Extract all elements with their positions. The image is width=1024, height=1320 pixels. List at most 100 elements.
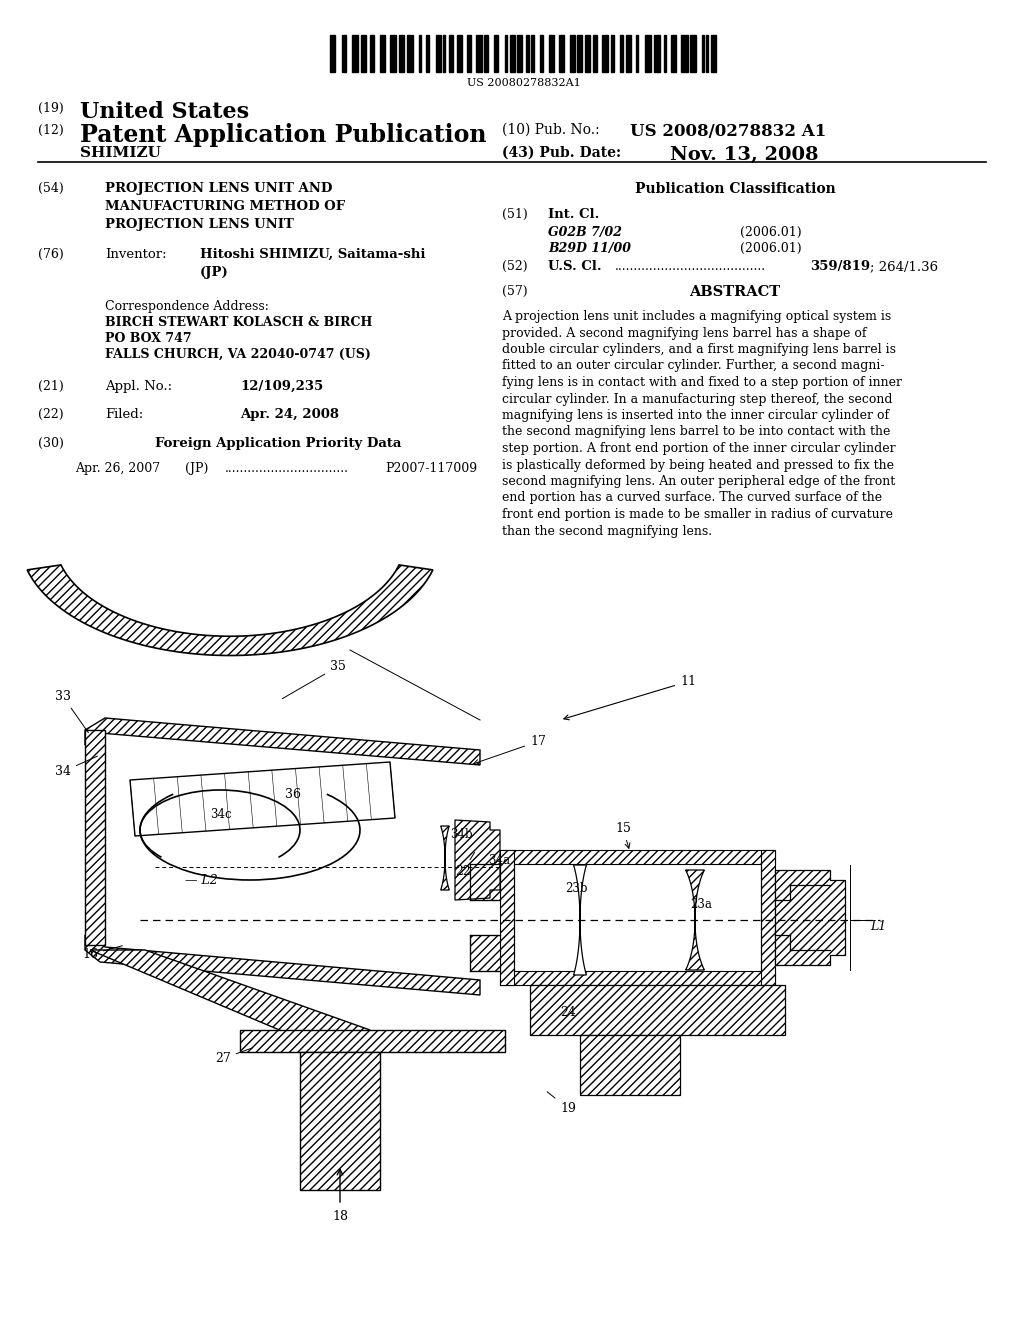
Bar — [495, 36, 499, 73]
Polygon shape — [455, 820, 500, 900]
Text: Foreign Application Priority Data: Foreign Application Priority Data — [155, 437, 401, 450]
Text: L1: L1 — [870, 920, 886, 933]
Text: (10) Pub. No.:: (10) Pub. No.: — [502, 123, 600, 137]
Text: 359/819: 359/819 — [810, 260, 870, 273]
Bar — [549, 36, 554, 73]
Bar — [426, 36, 429, 73]
Text: Filed:: Filed: — [105, 408, 143, 421]
Text: (2006.01): (2006.01) — [740, 226, 802, 239]
Text: 18: 18 — [332, 1210, 348, 1224]
Text: 27: 27 — [215, 1048, 252, 1065]
Text: front end portion is made to be smaller in radius of curvature: front end portion is made to be smaller … — [502, 508, 893, 521]
Text: B29D 11/00: B29D 11/00 — [548, 242, 631, 255]
Bar — [626, 36, 631, 73]
Text: FALLS CHURCH, VA 22040-0747 (US): FALLS CHURCH, VA 22040-0747 (US) — [105, 348, 371, 360]
Text: (30): (30) — [38, 437, 63, 450]
Bar — [500, 972, 775, 985]
Polygon shape — [686, 870, 705, 970]
Text: is plastically deformed by being heated and pressed to fix the: is plastically deformed by being heated … — [502, 458, 894, 471]
Bar — [530, 36, 534, 73]
Bar — [505, 36, 507, 73]
Text: PROJECTION LENS UNIT AND: PROJECTION LENS UNIT AND — [105, 182, 333, 195]
Text: end portion has a curved surface. The curved surface of the: end portion has a curved surface. The cu… — [502, 491, 882, 504]
Text: 12/109,235: 12/109,235 — [240, 380, 324, 393]
Bar — [483, 36, 487, 73]
Text: ; 264/1.36: ; 264/1.36 — [870, 260, 938, 273]
Text: 34: 34 — [55, 756, 97, 777]
Text: 34b: 34b — [450, 829, 473, 842]
Text: 17: 17 — [474, 735, 546, 764]
Text: United States: United States — [80, 102, 249, 123]
Bar — [389, 36, 396, 73]
Polygon shape — [90, 950, 370, 1045]
Bar — [570, 36, 574, 73]
Bar — [300, 1052, 380, 1191]
Text: 24: 24 — [560, 1006, 575, 1019]
Polygon shape — [573, 865, 587, 975]
Text: Inventor:: Inventor: — [105, 248, 167, 261]
Text: 23b: 23b — [565, 882, 588, 895]
Text: Publication Classification: Publication Classification — [635, 182, 836, 195]
Text: 16: 16 — [82, 945, 122, 961]
Text: PO BOX 747: PO BOX 747 — [105, 333, 191, 345]
Bar — [636, 36, 638, 73]
Text: magnifying lens is inserted into the inner circular cylinder of: magnifying lens is inserted into the inn… — [502, 409, 889, 422]
Bar — [681, 36, 687, 73]
Text: 36: 36 — [285, 788, 301, 801]
Text: (12): (12) — [38, 124, 63, 137]
Text: fying lens is in contact with and fixed to a step portion of inner: fying lens is in contact with and fixed … — [502, 376, 902, 389]
Text: 23a: 23a — [690, 899, 712, 912]
Text: — L2: — L2 — [185, 874, 218, 887]
Text: .......................................: ....................................... — [615, 260, 766, 273]
Bar — [435, 36, 440, 73]
Text: (51): (51) — [502, 209, 527, 220]
Text: 11: 11 — [564, 675, 696, 719]
Bar — [707, 36, 709, 73]
Text: 33: 33 — [55, 690, 88, 733]
Polygon shape — [28, 565, 433, 656]
Text: MANUFACTURING METHOD OF: MANUFACTURING METHOD OF — [105, 201, 345, 213]
Text: circular cylinder. In a manufacturing step thereof, the second: circular cylinder. In a manufacturing st… — [502, 392, 893, 405]
Polygon shape — [85, 718, 480, 766]
Text: ABSTRACT: ABSTRACT — [689, 285, 780, 300]
Bar — [330, 36, 335, 73]
Polygon shape — [775, 870, 845, 965]
Bar — [580, 1035, 680, 1096]
Text: 34c: 34c — [210, 808, 231, 821]
Bar — [419, 36, 421, 73]
Text: Nov. 13, 2008: Nov. 13, 2008 — [670, 147, 818, 164]
Text: (21): (21) — [38, 380, 63, 393]
Bar — [671, 36, 676, 73]
Bar — [500, 850, 514, 985]
Text: 22: 22 — [455, 853, 474, 878]
Text: US 2008/0278832 A1: US 2008/0278832 A1 — [630, 123, 826, 140]
Polygon shape — [85, 730, 105, 945]
Bar — [541, 36, 544, 73]
Bar — [370, 36, 374, 73]
Bar — [559, 36, 564, 73]
Text: 35: 35 — [283, 660, 346, 698]
Text: Int. Cl.: Int. Cl. — [548, 209, 599, 220]
Text: PROJECTION LENS UNIT: PROJECTION LENS UNIT — [105, 218, 294, 231]
Polygon shape — [440, 826, 450, 890]
Text: (52): (52) — [502, 260, 527, 273]
Text: (57): (57) — [502, 285, 527, 298]
Text: (76): (76) — [38, 248, 63, 261]
Bar — [470, 865, 500, 900]
Bar — [585, 36, 591, 73]
Bar — [476, 36, 481, 73]
Bar — [711, 36, 716, 73]
Bar — [457, 36, 462, 73]
Bar — [664, 36, 666, 73]
Bar — [450, 36, 454, 73]
Text: 34a: 34a — [488, 854, 510, 866]
Text: (JP): (JP) — [200, 267, 228, 279]
Bar — [380, 36, 385, 73]
Bar — [510, 36, 515, 73]
Bar — [690, 36, 696, 73]
Bar — [341, 36, 346, 73]
Text: Correspondence Address:: Correspondence Address: — [105, 300, 269, 313]
Text: Patent Application Publication: Patent Application Publication — [80, 123, 486, 147]
Bar — [517, 36, 522, 73]
Text: (54): (54) — [38, 182, 63, 195]
